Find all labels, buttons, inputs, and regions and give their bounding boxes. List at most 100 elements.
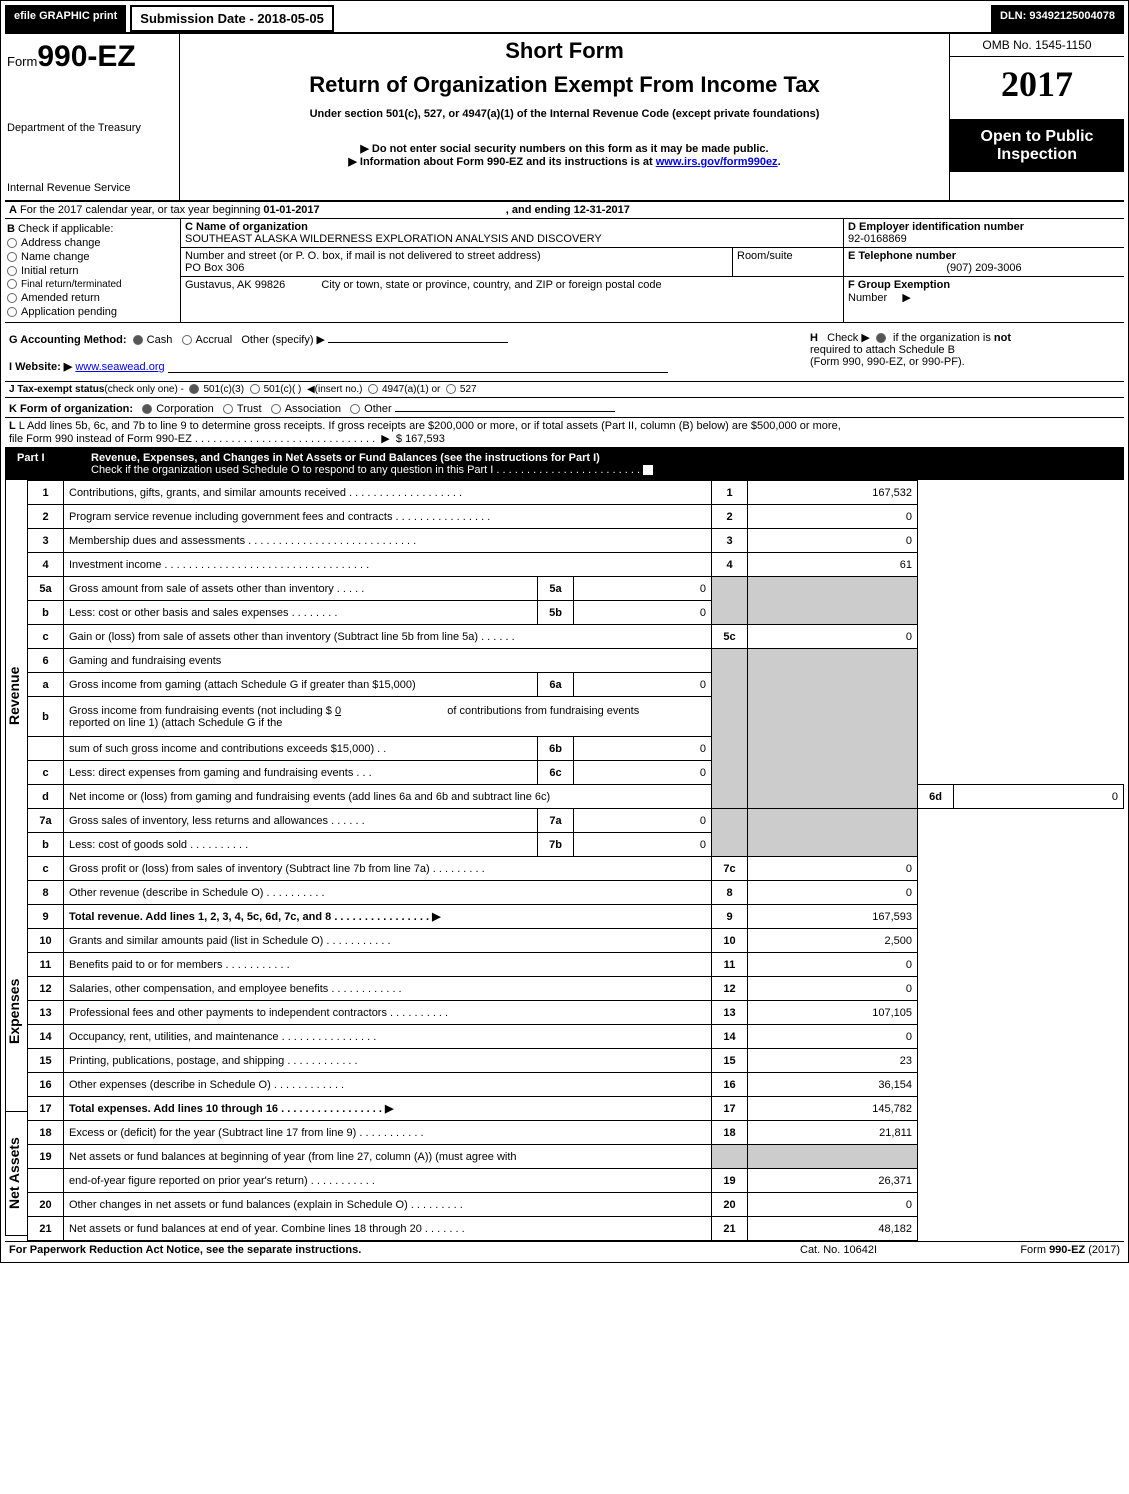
line-13: 13Professional fees and other payments t… (28, 1001, 1124, 1025)
line-16: 16Other expenses (describe in Schedule O… (28, 1073, 1124, 1097)
city-row: Gustavus, AK 99826 City or town, state o… (181, 277, 843, 293)
line-6b-post1: of contributions from fundraising events (447, 705, 639, 717)
radio-501c3[interactable] (189, 384, 199, 394)
line-21: 21Net assets or fund balances at end of … (28, 1217, 1124, 1241)
entity-right: D Employer identification number 92-0168… (844, 219, 1124, 322)
check-final-return[interactable] (7, 279, 17, 289)
section-h-text3: required to attach Schedule B (810, 344, 1120, 356)
form-prefix: Form (7, 54, 37, 69)
radio-association[interactable] (271, 404, 281, 414)
website-link[interactable]: www.seawead.org (75, 361, 164, 373)
check-amended-return[interactable] (7, 293, 17, 303)
ein: 92-0168869 (848, 233, 1120, 245)
tax-year-end: 12-31-2017 (574, 204, 630, 216)
part-i-body: Revenue Expenses Net Assets 1Contributio… (5, 480, 1124, 1241)
line-4: 4Investment income . . . . . . . . . . .… (28, 553, 1124, 577)
subtitle-3: ▶ Information about Form 990-EZ and its … (190, 155, 939, 168)
section-d: D Employer identification number 92-0168… (844, 219, 1124, 248)
po-box: PO Box 306 (185, 262, 728, 274)
section-a-pre: For the 2017 calendar year, or tax year … (20, 204, 263, 216)
radio-4947[interactable] (368, 384, 378, 394)
section-f: F Group Exemption Number ▶ (844, 277, 1124, 306)
submission-date: Submission Date - 2018-05-05 (130, 5, 334, 32)
efile-print-button[interactable]: efile GRAPHIC print (5, 5, 126, 32)
open-line1: Open to Public (954, 128, 1120, 146)
radio-501c[interactable] (250, 384, 260, 394)
radio-cash[interactable] (133, 335, 143, 345)
section-j-sub: (check only one) - (104, 384, 183, 395)
other-org-input[interactable] (395, 400, 615, 412)
radio-527[interactable] (446, 384, 456, 394)
footer-right-bold: 990-EZ (1049, 1244, 1085, 1256)
opt-501c: 501(c)( ) (264, 384, 302, 395)
header-left: Form990-EZ Department of the Treasury In… (5, 34, 180, 200)
section-a-label: A (9, 204, 17, 216)
line-6b-2: sum of such gross income and contributio… (28, 737, 1124, 761)
section-h-text4: (Form 990, 990-EZ, or 990-PF). (810, 356, 1120, 368)
open-to-public: Open to Public Inspection (950, 120, 1124, 172)
line-6c: cLess: direct expenses from gaming and f… (28, 761, 1124, 785)
radio-corporation[interactable] (142, 404, 152, 414)
gross-receipts: $ 167,593 (396, 433, 445, 445)
opt-initial-return: Initial return (21, 265, 78, 277)
spacer (338, 5, 991, 32)
section-c-label: C Name of organization (185, 221, 308, 233)
section-b-text: Check if applicable: (18, 223, 113, 235)
radio-accrual[interactable] (182, 335, 192, 345)
section-i: I Website: ▶ www.seawead.org (9, 360, 810, 373)
opt-other-org: Other (364, 403, 392, 415)
insert-no: ◀(insert no.) (307, 384, 362, 395)
line-7c: cGross profit or (loss) from sales of in… (28, 857, 1124, 881)
footer: For Paperwork Reduction Act Notice, see … (5, 1241, 1124, 1258)
line-6b-zero: 0 (335, 705, 341, 717)
check-initial-return[interactable] (7, 266, 17, 276)
line-2: 2Program service revenue including gover… (28, 505, 1124, 529)
line-3: 3Membership dues and assessments . . . .… (28, 529, 1124, 553)
section-g-label: G Accounting Method: (9, 334, 127, 346)
tax-year-begin: 01-01-2017 (263, 204, 319, 216)
address-row: Number and street (or P. O. box, if mail… (181, 248, 843, 277)
section-b: B Check if applicable: Address change Na… (5, 219, 180, 322)
line-6d: dNet income or (loss) from gaming and fu… (28, 785, 1124, 809)
section-a: A For the 2017 calendar year, or tax yea… (5, 202, 1124, 219)
page: efile GRAPHIC print Submission Date - 20… (0, 0, 1129, 1263)
section-k: K Form of organization: Corporation Trus… (5, 398, 1124, 418)
radio-trust[interactable] (223, 404, 233, 414)
line-11: 11Benefits paid to or for members . . . … (28, 953, 1124, 977)
line-1: 1Contributions, gifts, grants, and simil… (28, 481, 1124, 505)
opt-501c3: 501(c)(3) (203, 384, 244, 395)
line-6: 6Gaming and fundraising events (28, 649, 1124, 673)
schedule-o-check[interactable] (643, 465, 653, 475)
line-18: 18Excess or (deficit) for the year (Subt… (28, 1121, 1124, 1145)
org-name-row: C Name of organization SOUTHEAST ALASKA … (181, 219, 843, 248)
open-line2: Inspection (954, 146, 1120, 164)
section-f-label2: Number (848, 292, 887, 304)
part-i-header: Part I Revenue, Expenses, and Changes in… (5, 448, 1124, 480)
section-h-text2: if the organization is (893, 332, 991, 344)
line-14: 14Occupancy, rent, utilities, and mainte… (28, 1025, 1124, 1049)
line-5a: 5aGross amount from sale of assets other… (28, 577, 1124, 601)
other-specify-input[interactable] (328, 331, 508, 343)
opt-final-return: Final return/terminated (21, 279, 122, 290)
check-schedule-b-not-required[interactable] (876, 333, 886, 343)
check-name-change[interactable] (7, 252, 17, 262)
radio-other-org[interactable] (350, 404, 360, 414)
section-l-arrow: ▶ (381, 433, 389, 445)
subtitle-3-post: . (778, 156, 781, 168)
line-5b: bLess: cost or other basis and sales exp… (28, 601, 1124, 625)
opt-amended-return: Amended return (21, 292, 100, 304)
room-suite-label: Room/suite (737, 250, 793, 262)
dept-irs: Internal Revenue Service (7, 182, 173, 194)
tax-year: 2017 (950, 57, 1124, 120)
instructions-link[interactable]: www.irs.gov/form990ez (656, 156, 778, 168)
header-middle: Short Form Return of Organization Exempt… (180, 34, 949, 200)
opt-accrual: Accrual (196, 334, 233, 346)
check-application-pending[interactable] (7, 307, 17, 317)
check-address-change[interactable] (7, 238, 17, 248)
line-10: 10Grants and similar amounts paid (list … (28, 929, 1124, 953)
subtitle-2: ▶ Do not enter social security numbers o… (190, 142, 939, 155)
section-f-arrow: ▶ (902, 292, 910, 304)
section-f-label: F Group Exemption (848, 279, 950, 291)
opt-corporation: Corporation (156, 403, 213, 415)
section-j: J Tax-exempt status(check only one) - 50… (5, 382, 1124, 398)
